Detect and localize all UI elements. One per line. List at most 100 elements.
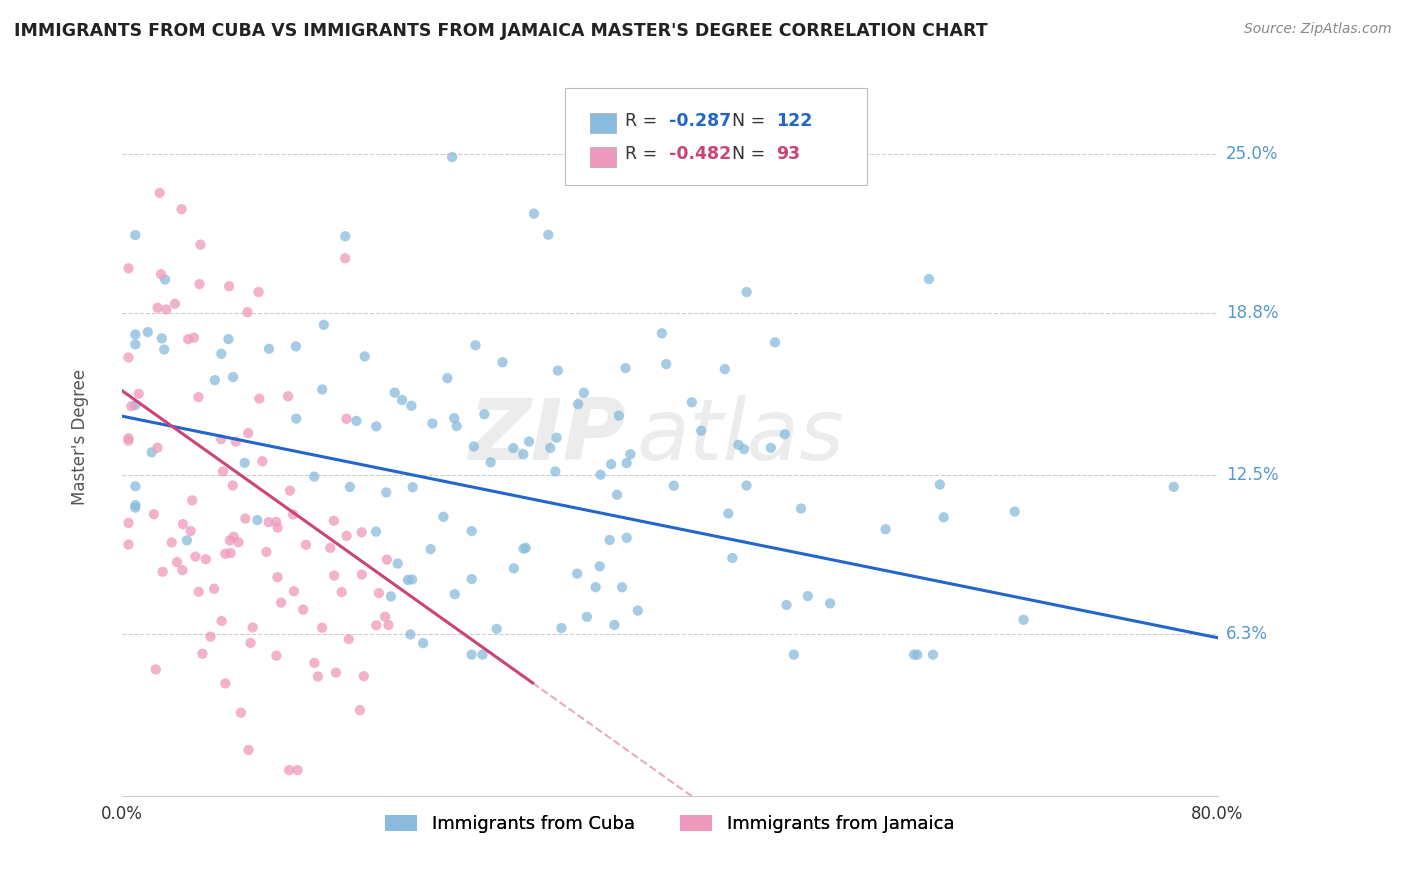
Point bbox=[170, 202, 193, 216]
Point bbox=[222, 370, 245, 384]
Point bbox=[177, 332, 200, 346]
Point bbox=[655, 357, 678, 371]
Point bbox=[651, 326, 673, 341]
Point bbox=[610, 580, 633, 594]
Point bbox=[246, 513, 269, 527]
Point bbox=[443, 411, 465, 425]
Point bbox=[325, 665, 347, 680]
Point bbox=[401, 573, 423, 587]
Text: Master's Degree: Master's Degree bbox=[70, 368, 89, 505]
Point bbox=[252, 454, 274, 468]
Point bbox=[266, 520, 288, 534]
Point bbox=[717, 507, 740, 521]
Legend: Immigrants from Cuba, Immigrants from Jamaica: Immigrants from Cuba, Immigrants from Ja… bbox=[378, 808, 962, 840]
Point bbox=[616, 531, 638, 545]
Point bbox=[117, 261, 139, 276]
Point bbox=[515, 541, 537, 555]
Point bbox=[307, 669, 329, 683]
Point bbox=[188, 277, 211, 292]
Point bbox=[384, 385, 406, 400]
Point bbox=[412, 636, 434, 650]
Point bbox=[735, 478, 758, 492]
Point bbox=[214, 676, 236, 690]
Point bbox=[928, 477, 950, 491]
Point bbox=[247, 285, 270, 299]
Point bbox=[1004, 504, 1026, 518]
Point bbox=[903, 648, 925, 662]
Text: 93: 93 bbox=[776, 145, 800, 163]
Point bbox=[721, 551, 744, 566]
Point bbox=[211, 614, 233, 628]
Point bbox=[619, 447, 641, 461]
Point bbox=[322, 514, 344, 528]
Point bbox=[733, 442, 755, 456]
Point bbox=[727, 438, 749, 452]
Point bbox=[375, 485, 398, 500]
Point bbox=[572, 385, 595, 400]
Point bbox=[391, 392, 413, 407]
Point bbox=[254, 545, 277, 559]
Point bbox=[366, 618, 388, 632]
Point bbox=[616, 456, 638, 470]
Point bbox=[200, 630, 222, 644]
Point bbox=[775, 598, 797, 612]
Point bbox=[176, 533, 198, 548]
Point bbox=[544, 465, 567, 479]
Point bbox=[479, 455, 502, 469]
Point bbox=[783, 648, 806, 662]
Point bbox=[214, 547, 236, 561]
Point bbox=[567, 566, 589, 581]
Point bbox=[607, 109, 630, 123]
Point bbox=[512, 447, 534, 461]
Point bbox=[239, 636, 262, 650]
Point bbox=[218, 279, 240, 293]
Text: R =: R = bbox=[624, 145, 662, 163]
Point bbox=[567, 397, 589, 411]
Point bbox=[932, 510, 955, 524]
Point bbox=[187, 584, 209, 599]
Point bbox=[599, 533, 621, 547]
Point bbox=[150, 331, 173, 345]
Point bbox=[905, 648, 928, 662]
Point bbox=[270, 596, 292, 610]
Point bbox=[124, 228, 146, 243]
Point bbox=[209, 432, 232, 446]
Point bbox=[284, 339, 307, 353]
Point bbox=[346, 414, 368, 428]
Text: IMMIGRANTS FROM CUBA VS IMMIGRANTS FROM JAMAICA MASTER'S DEGREE CORRELATION CHAR: IMMIGRANTS FROM CUBA VS IMMIGRANTS FROM … bbox=[14, 22, 987, 40]
Text: 18.8%: 18.8% bbox=[1226, 304, 1278, 323]
Point bbox=[523, 206, 546, 220]
Text: 12.5%: 12.5% bbox=[1226, 467, 1278, 484]
Point bbox=[585, 580, 607, 594]
Point bbox=[396, 573, 419, 587]
Point bbox=[460, 572, 482, 586]
Point bbox=[471, 648, 494, 662]
Point bbox=[257, 515, 280, 529]
Point bbox=[172, 517, 194, 532]
Point bbox=[350, 525, 373, 540]
Point bbox=[124, 479, 146, 493]
Point bbox=[763, 335, 786, 350]
Point bbox=[124, 498, 146, 512]
Point bbox=[419, 542, 441, 557]
Point bbox=[335, 229, 357, 244]
Point bbox=[537, 227, 560, 242]
Point bbox=[464, 338, 486, 352]
Point bbox=[436, 371, 458, 385]
Point bbox=[918, 272, 941, 286]
Text: 122: 122 bbox=[776, 112, 813, 129]
Point bbox=[236, 305, 259, 319]
Point bbox=[204, 373, 226, 387]
Point bbox=[117, 434, 139, 448]
Point bbox=[333, 252, 356, 266]
Text: atlas: atlas bbox=[637, 395, 845, 478]
Point bbox=[124, 337, 146, 351]
Point bbox=[759, 441, 782, 455]
Point bbox=[233, 456, 256, 470]
Point bbox=[235, 511, 257, 525]
Point bbox=[257, 342, 280, 356]
Point bbox=[278, 483, 301, 498]
Text: 6.3%: 6.3% bbox=[1226, 625, 1268, 643]
Point bbox=[190, 237, 212, 252]
Point bbox=[281, 508, 304, 522]
